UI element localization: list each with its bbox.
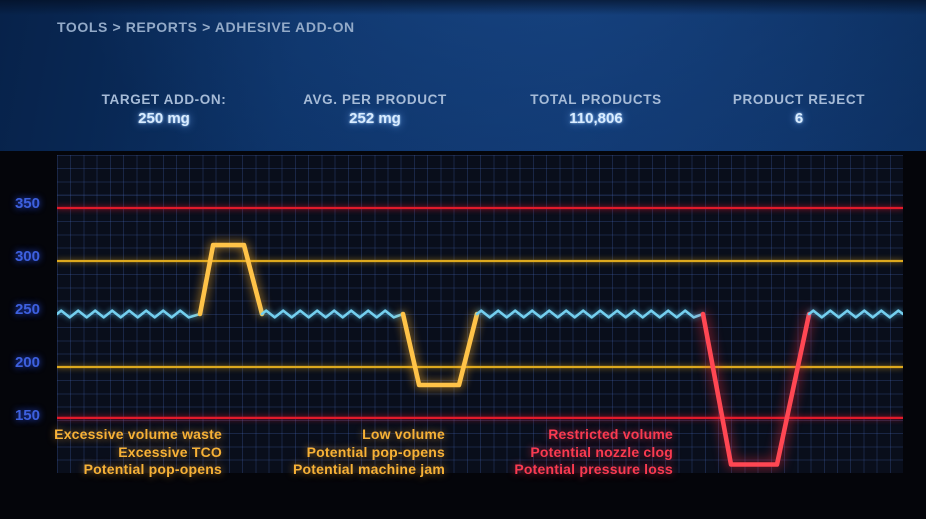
annotation-line: Potential machine jam	[292, 461, 445, 477]
header: TOOLS > REPORTS > ADHESIVE ADD-ON TARGET…	[0, 0, 926, 153]
series-segment	[807, 309, 903, 319]
stat-label: AVG. PER PRODUCT	[303, 92, 447, 107]
stat-value: 110,806	[569, 110, 623, 127]
stat-avg-per-product: AVG. PER PRODUCT 252 mg	[265, 92, 485, 127]
chart-section: 350 300 250 200 150 Excessive volume waste E…	[0, 151, 926, 519]
breadcrumb[interactable]: TOOLS > REPORTS > ADHESIVE ADD-ON	[57, 19, 355, 35]
annotation-line: Potential pop-opens	[83, 461, 222, 477]
annotation-excessive-volume: Excessive volume waste Excessive TCO Pot…	[54, 426, 222, 479]
y-axis-tick-label: 350	[14, 195, 40, 212]
series-segment	[57, 309, 202, 319]
y-axis-tick-label: 150	[14, 407, 40, 424]
annotation-low-volume: Low volume Potential pop-opens Potential…	[293, 426, 445, 479]
annotation-restricted-volume: Restricted volume Potential nozzle clog …	[514, 426, 673, 479]
series-segment	[260, 309, 405, 319]
stats-row: TARGET ADD-ON: 250 mg AVG. PER PRODUCT 2…	[0, 92, 926, 142]
stat-value: 6	[794, 110, 804, 127]
y-axis-tick-label: 200	[14, 354, 40, 371]
series-segment	[700, 311, 812, 467]
y-axis-tick-label: 300	[14, 248, 40, 265]
stat-value: 250 mg	[138, 110, 190, 127]
annotation-line: Excessive volume waste	[54, 426, 222, 442]
stat-label: PRODUCT REJECT	[732, 92, 866, 107]
stat-label: TOTAL PRODUCTS	[530, 92, 662, 107]
annotation-line: Potential pressure loss	[514, 461, 673, 477]
y-axis-tick-label: 250	[14, 301, 40, 318]
series-segment	[197, 242, 265, 317]
stat-value: 252 mg	[349, 110, 401, 127]
series-segment	[400, 311, 480, 388]
stat-product-reject: PRODUCT REJECT 6	[689, 92, 909, 127]
annotation-line: Potential nozzle clog	[530, 443, 673, 460]
annotation-line: Potential pop-opens	[306, 443, 445, 460]
waveform-svg	[57, 206, 903, 467]
series-segment	[475, 309, 705, 319]
adhesive-trend-plot	[57, 155, 903, 473]
annotation-line: Restricted volume	[548, 426, 673, 442]
annotation-line: Excessive TCO	[118, 443, 222, 460]
annotation-line: Low volume	[362, 426, 445, 442]
stat-target-addon: TARGET ADD-ON: 250 mg	[54, 92, 274, 127]
stat-label: TARGET ADD-ON:	[101, 92, 227, 107]
stat-total-products: TOTAL PRODUCTS 110,806	[486, 92, 706, 127]
